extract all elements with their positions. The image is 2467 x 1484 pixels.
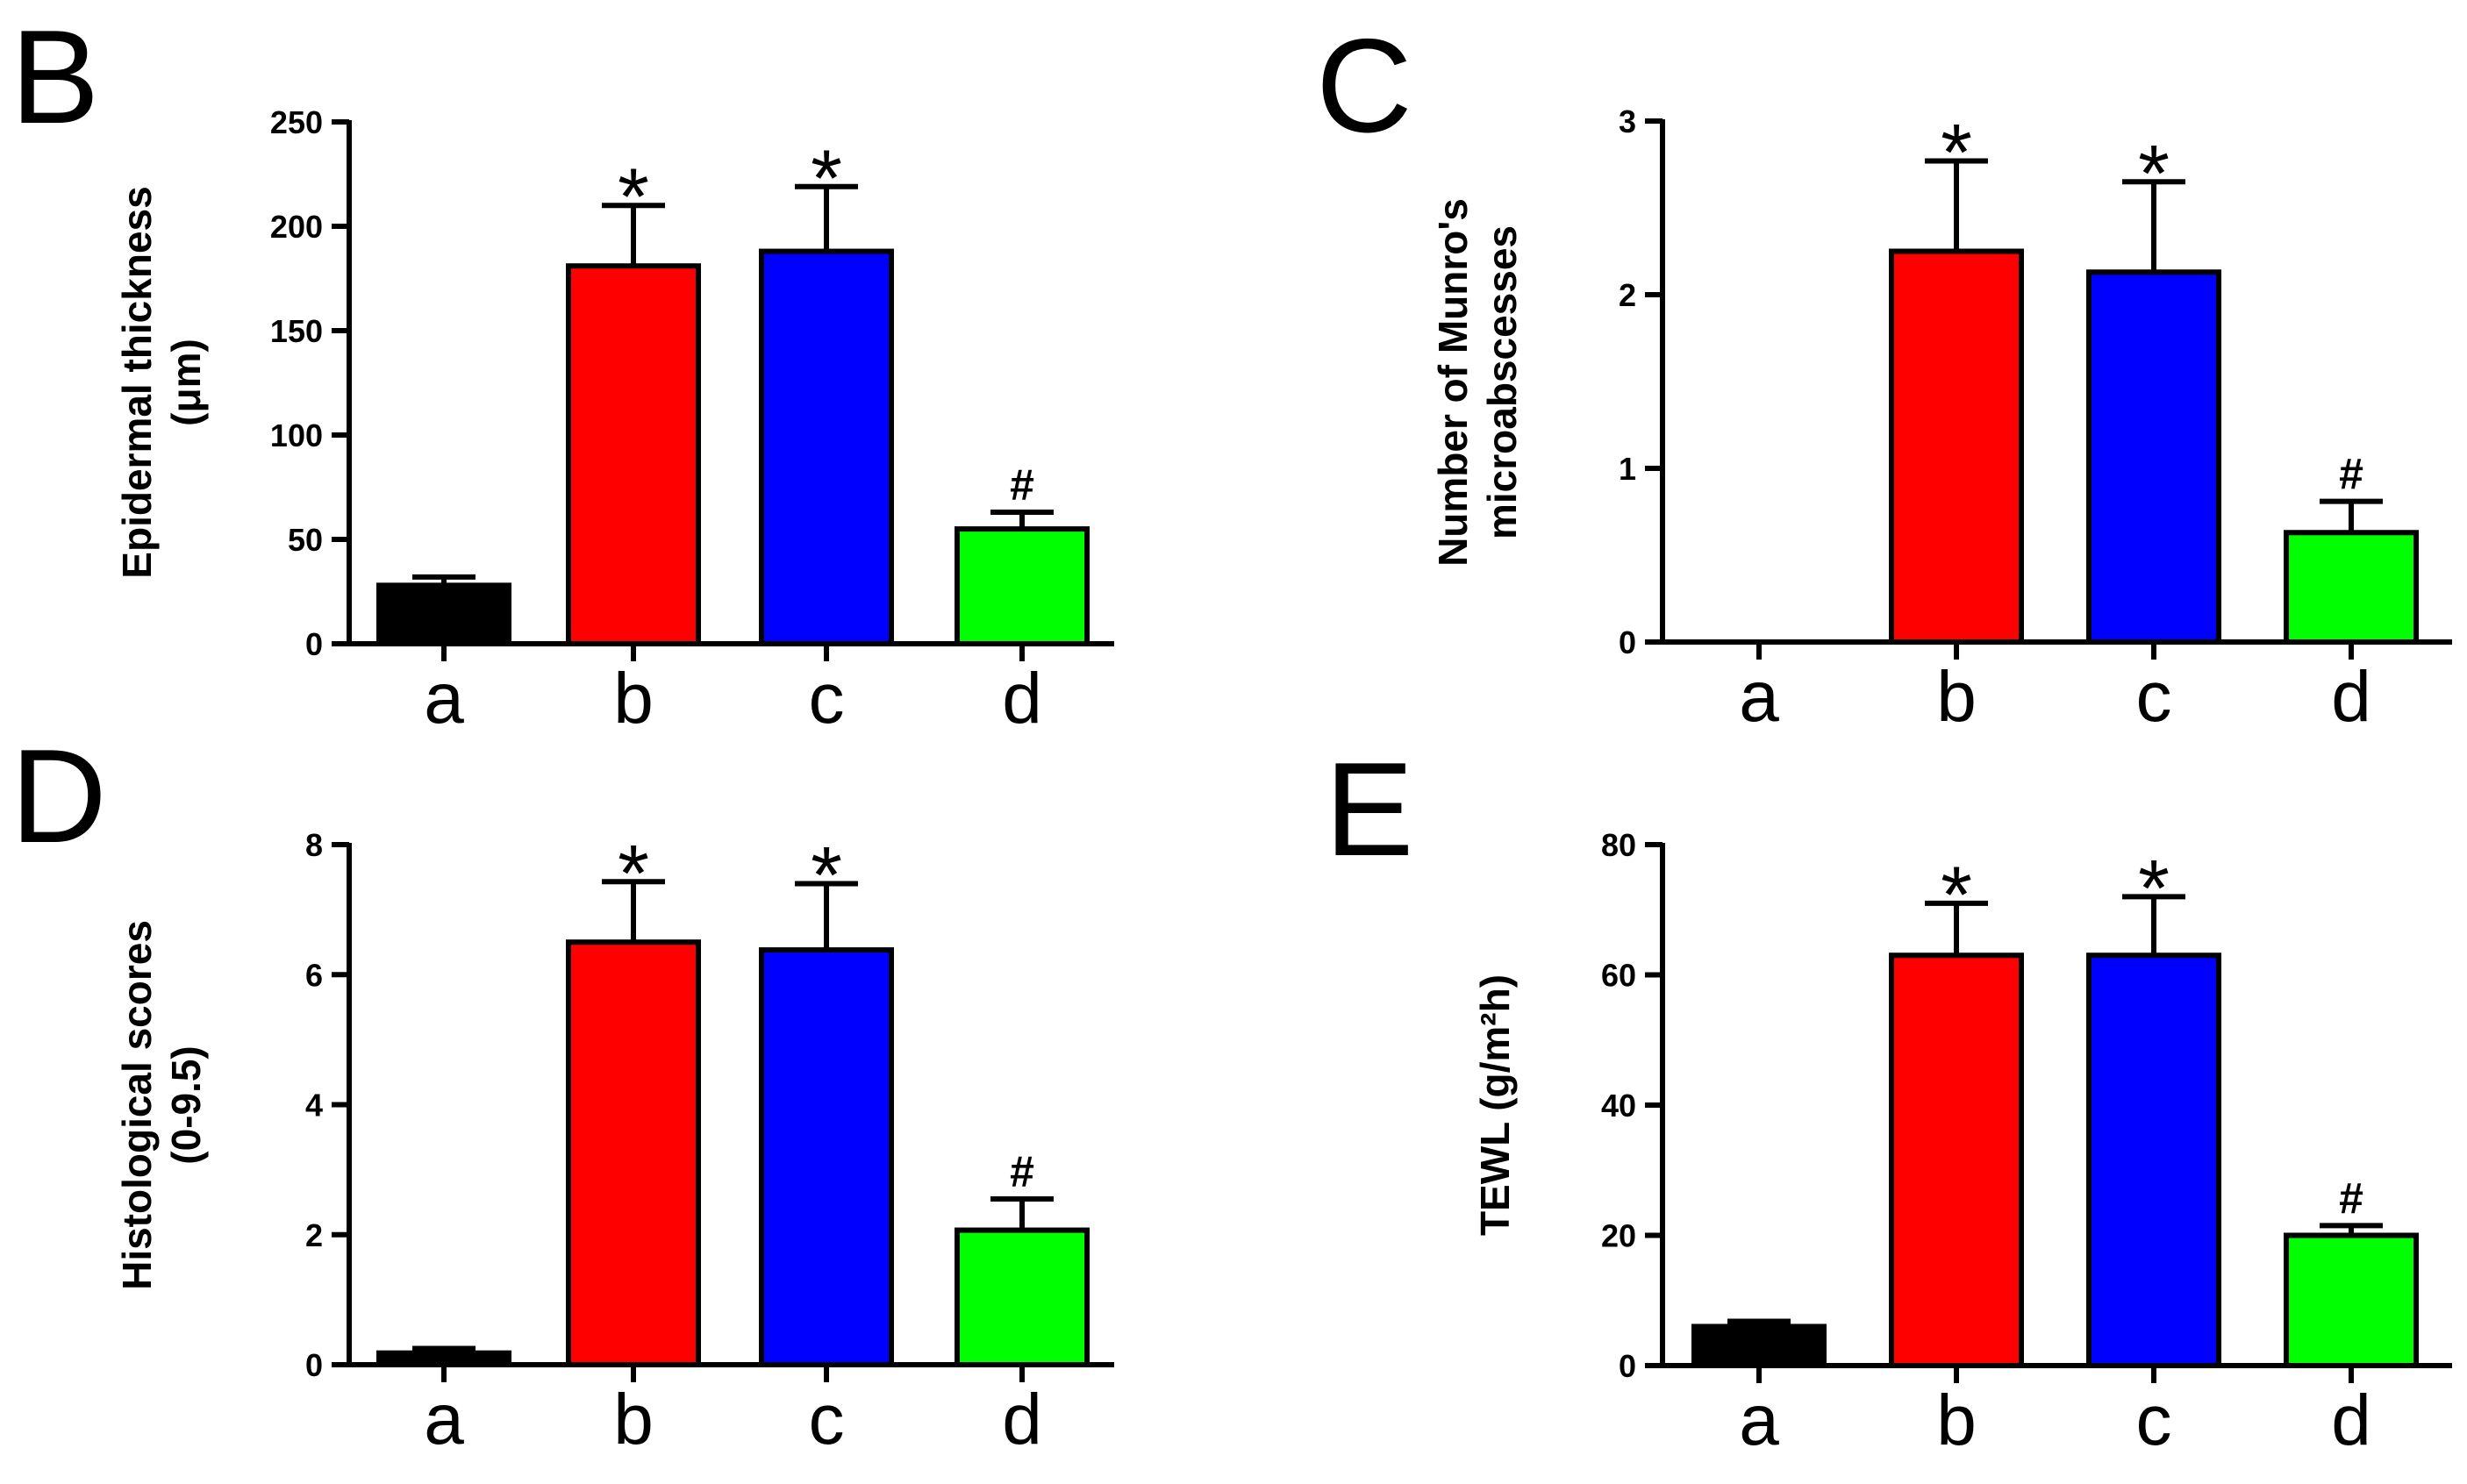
x-tick-label-a: a: [1739, 1381, 1779, 1460]
significance-star: *: [811, 831, 842, 920]
bar-b: [566, 263, 701, 646]
significance-hash: #: [1010, 1147, 1034, 1196]
y-tick-label: 2: [1619, 277, 1636, 313]
significance-star: *: [811, 134, 842, 224]
significance-star: *: [618, 153, 649, 242]
y-axis-title: Number of Munro's: [1430, 198, 1476, 567]
x-tick-label-a: a: [424, 1380, 464, 1459]
bar-d: [2284, 1232, 2419, 1368]
y-tick-label: 250: [270, 104, 323, 140]
bar-a: [376, 582, 511, 646]
bar-b: [1889, 248, 2024, 645]
y-tick-label: 60: [1601, 958, 1636, 994]
significance-star: *: [2138, 844, 2170, 933]
y-tick-label: 50: [288, 522, 323, 558]
panel-label: D: [11, 722, 107, 871]
significance-star: *: [2138, 129, 2170, 218]
panel-label: B: [11, 3, 99, 152]
y-tick-label: 40: [1601, 1088, 1636, 1124]
significance-star: *: [1941, 109, 1972, 198]
panel-label: C: [1316, 11, 1412, 161]
x-tick-label-d: d: [1002, 659, 1042, 738]
bar-d: [955, 526, 1090, 646]
x-tick-label-d: d: [2331, 657, 2371, 737]
x-tick-label-c: c: [2136, 657, 2172, 737]
y-tick-label: 3: [1619, 103, 1636, 139]
x-tick-label-b: b: [613, 659, 654, 738]
bar-b: [1889, 952, 2024, 1368]
y-tick-label: 2: [305, 1217, 323, 1253]
x-tick-label-b: b: [613, 1380, 654, 1459]
significance-star: *: [618, 829, 649, 918]
y-axis-title: Histological scores: [114, 920, 160, 1290]
chart-panel-c: C * * #0 1 2 3 a b c d Number of Munro's microabsces…: [1316, 11, 2452, 737]
bar-c: [759, 947, 894, 1368]
y-axis-title: TEWL (g/m²h): [1472, 974, 1518, 1236]
bar-c: [2086, 269, 2221, 645]
y-tick-label: 0: [305, 626, 323, 662]
bar-c: [759, 248, 894, 646]
bar-a: [1691, 1323, 1827, 1368]
y-axis-title: microabscesses: [1479, 225, 1525, 539]
x-tick-label-d: d: [2331, 1381, 2371, 1460]
y-tick-label: 0: [1619, 1348, 1636, 1384]
y-tick-label: 150: [270, 313, 323, 349]
bar-b: [566, 939, 701, 1367]
significance-hash: #: [1010, 460, 1034, 510]
panel-label: E: [1325, 735, 1413, 884]
y-tick-label: 0: [305, 1347, 323, 1383]
bar-d: [2284, 530, 2419, 646]
x-tick-label-b: b: [1936, 1381, 1977, 1460]
chart-panel-b: B * * #0 50 100 150 200 250 a b c d Epidermal thickne…: [11, 3, 1114, 738]
chart-panel-e: E * * #0 20 40 60 80 a b c d TEWL (g/m²h): [1325, 735, 2452, 1460]
y-tick-label: 0: [1619, 624, 1636, 660]
x-tick-label-c: c: [809, 659, 845, 738]
y-tick-label: 80: [1601, 827, 1636, 863]
x-tick-label-a: a: [1739, 657, 1779, 737]
x-tick-label-b: b: [1936, 657, 1977, 737]
y-axis-title: Epidermal thickness: [114, 186, 160, 578]
x-tick-label-a: a: [424, 659, 464, 738]
y-axis-title: (0-9.5): [163, 1045, 209, 1164]
bar-d: [955, 1227, 1090, 1368]
x-tick-label-c: c: [809, 1380, 845, 1459]
y-tick-label: 8: [305, 827, 323, 863]
y-tick-label: 1: [1619, 451, 1636, 487]
y-axis-title: (μm): [163, 339, 209, 426]
y-tick-label: 100: [270, 417, 323, 453]
y-tick-label: 200: [270, 209, 323, 245]
chart-panel-d: D * * #0 2 4 6 8 a b c d Histological scores (0-9.5): [11, 722, 1114, 1459]
x-tick-label-d: d: [1002, 1380, 1042, 1459]
y-tick-label: 6: [305, 957, 323, 993]
x-tick-label-c: c: [2136, 1381, 2172, 1460]
y-tick-label: 4: [305, 1088, 323, 1124]
significance-hash: #: [2339, 450, 2363, 499]
y-tick-label: 20: [1601, 1218, 1636, 1254]
significance-hash: #: [2339, 1174, 2363, 1223]
significance-star: *: [1941, 851, 1972, 940]
bar-c: [2086, 952, 2221, 1368]
